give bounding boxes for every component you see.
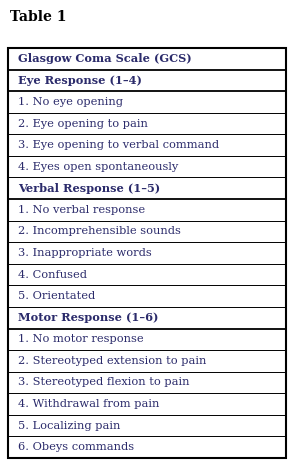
Text: 1. No motor response: 1. No motor response	[18, 334, 144, 344]
Text: Glasgow Coma Scale (GCS): Glasgow Coma Scale (GCS)	[18, 53, 192, 64]
Text: 2. Stereotyped extension to pain: 2. Stereotyped extension to pain	[18, 356, 206, 366]
Text: Eye Response (1–4): Eye Response (1–4)	[18, 75, 142, 86]
Text: Table 1: Table 1	[10, 10, 66, 24]
Text: Motor Response (1–6): Motor Response (1–6)	[18, 312, 158, 323]
Text: 3. Stereotyped flexion to pain: 3. Stereotyped flexion to pain	[18, 378, 190, 387]
Text: 5. Orientated: 5. Orientated	[18, 291, 95, 301]
Text: 5. Localizing pain: 5. Localizing pain	[18, 421, 120, 431]
Text: 3. Eye opening to verbal command: 3. Eye opening to verbal command	[18, 140, 219, 150]
Text: 2. Incomprehensible sounds: 2. Incomprehensible sounds	[18, 226, 181, 236]
Text: Verbal Response (1–5): Verbal Response (1–5)	[18, 183, 160, 194]
Text: 4. Eyes open spontaneously: 4. Eyes open spontaneously	[18, 162, 178, 172]
Text: 1. No eye opening: 1. No eye opening	[18, 97, 123, 107]
Text: 4. Withdrawal from pain: 4. Withdrawal from pain	[18, 399, 159, 409]
Text: 3. Inappropriate words: 3. Inappropriate words	[18, 248, 152, 258]
Text: 2. Eye opening to pain: 2. Eye opening to pain	[18, 119, 148, 128]
Text: 1. No verbal response: 1. No verbal response	[18, 205, 145, 215]
Text: 4. Confused: 4. Confused	[18, 270, 87, 279]
Bar	[8, 48, 286, 458]
Text: 6. Obeys commands: 6. Obeys commands	[18, 442, 134, 452]
